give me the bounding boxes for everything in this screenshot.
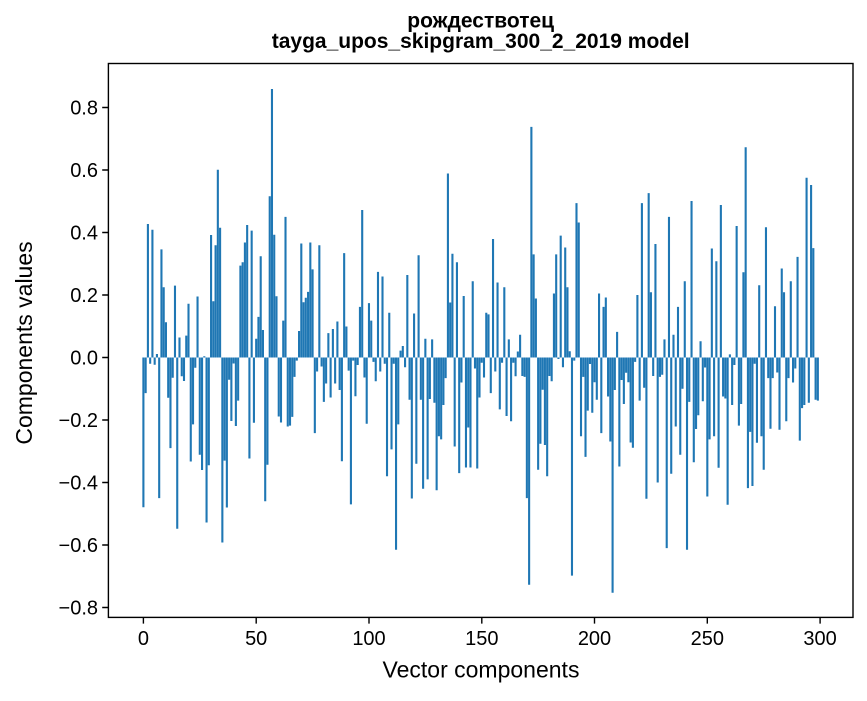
svg-text:250: 250 — [691, 628, 724, 650]
svg-text:−0.4: −0.4 — [59, 473, 98, 495]
svg-text:0.0: 0.0 — [70, 348, 98, 370]
svg-text:50: 50 — [245, 628, 267, 650]
svg-text:рождествотец: рождествотец — [407, 9, 554, 32]
svg-text:0.6: 0.6 — [70, 160, 98, 182]
svg-text:200: 200 — [578, 628, 611, 650]
svg-text:Components values: Components values — [11, 241, 37, 444]
svg-text:0: 0 — [138, 628, 149, 650]
svg-text:−0.8: −0.8 — [59, 598, 98, 620]
svg-text:0.2: 0.2 — [70, 285, 98, 307]
svg-text:0.8: 0.8 — [70, 98, 98, 120]
svg-text:100: 100 — [352, 628, 385, 650]
svg-text:tayga_upos_skipgram_300_2_2019: tayga_upos_skipgram_300_2_2019 model — [272, 30, 690, 53]
svg-text:300: 300 — [803, 628, 836, 650]
svg-text:150: 150 — [465, 628, 498, 650]
svg-text:0.4: 0.4 — [70, 223, 98, 245]
svg-text:Vector components: Vector components — [383, 657, 580, 683]
svg-text:−0.6: −0.6 — [59, 535, 98, 557]
svg-text:−0.2: −0.2 — [59, 410, 98, 432]
